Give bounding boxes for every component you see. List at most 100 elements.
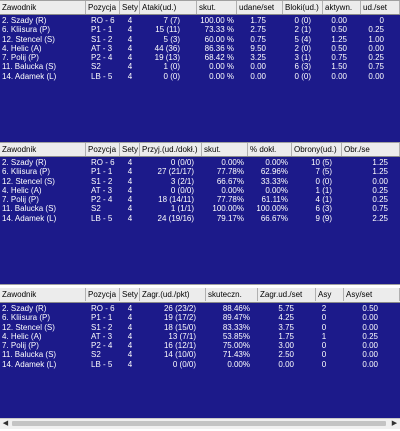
table-cell: 0.00 % [209,62,234,72]
table-row[interactable]: 14. Adamek (L) LB - 5 4 0 (0) 0.00 % 0.00 0 (0… [0,72,400,81]
col-header-blocks[interactable]: Bloki(ud.) [283,1,323,14]
table-cell: 0 (0) [294,71,311,81]
col-header-aces[interactable]: Asy [316,288,344,301]
table-cell: 3.00 [278,341,294,351]
table-cell: 14. Adamek (L) [2,213,57,223]
scroll-left-icon[interactable]: ◀ [2,420,9,427]
scrollbar-thumb[interactable] [12,421,386,426]
col-header-activity[interactable]: aktywn. [323,1,361,14]
table-cell: P1 - 1 [91,25,113,35]
table-cell: AT - 3 [91,331,113,341]
table-cell: P2 - 4 [91,341,113,351]
table-cell: 4 [127,359,133,369]
table-row[interactable]: 4. Helic (A) AT - 3 4 0 (0/0) 0.00% 0.00% 1 (1… [0,186,400,195]
col-header-aces-per-set[interactable]: Asy/set [344,288,400,301]
table-row[interactable]: 2. Szady (R) RO - 6 4 26 (23/2) 88.46% 5.75 2 0… [0,304,400,313]
table-row[interactable]: 4. Helic (A) AT - 3 4 44 (36) 86.36 % 9.50 2 (… [0,44,400,53]
col-header-success-per-set[interactable]: udane/set [237,1,283,14]
table-row[interactable]: 14. Adamek (L) LB - 5 4 24 (19/16) 79.17% 66.… [0,214,400,223]
col-header-player[interactable]: Zawodnik [0,288,86,301]
table-cell: 0.00 [362,359,378,369]
col-header-position[interactable]: Pozycja [86,1,120,14]
table-row[interactable]: 11. Balucka (S) S2 4 14 (10/0) 71.43% 2.50 0 0.… [0,350,400,359]
table-cell: 12. Stencel (S) [2,34,55,44]
table-cell: 3 (1) [294,53,311,63]
col-header-efficiency[interactable]: skuteczn. [206,288,258,301]
table-row[interactable]: 7. Polij (P) P2 - 4 4 18 (14/11) 77.78% 61.11… [0,195,400,204]
table-cell: 4. Helic (A) [2,331,42,341]
col-header-efficiency[interactable]: skut. [202,143,248,156]
table-row[interactable]: 14. Adamek (L) LB - 5 4 0 (0/0) 0.00% 0.00 0 0.… [0,360,400,369]
col-header-attacks[interactable]: Ataki(ud.) [140,1,197,14]
table-cell: 4 [127,313,133,323]
table-cell: 1 [321,331,327,341]
table-cell: 7. Polij (P) [2,53,39,63]
table-cell: 2 (1) [294,25,311,35]
table-cell: RO - 6 [91,304,115,313]
table-cell: 0.00 [362,322,378,332]
table-cell: 5 (3) [163,34,180,44]
table-cell: S2 [91,350,101,360]
col-header-efficiency[interactable]: skut. [197,1,237,14]
scroll-right-icon[interactable]: ▶ [391,420,398,427]
table-row[interactable]: 2. Szady (R) RO - 6 4 7 (7) 100.00 % 1.75 0 (0… [0,16,400,25]
table-cell: 0.00% [227,359,250,369]
table-cell: 19 (13) [154,53,180,63]
table-cell: 18 (15/0) [163,322,196,332]
table-cell: 0.75 [331,53,347,63]
table-row[interactable]: 12. Stencel (S) S1 - 2 4 18 (15/0) 83.33% 3.7… [0,323,400,332]
table-cell: 6 (3) [294,62,311,72]
col-header-reception[interactable]: Przyj.(ud./dokł.) [140,143,202,156]
col-header-player[interactable]: Zawodnik [0,143,86,156]
table-row[interactable]: 4. Helic (A) AT - 3 4 13 (7/1) 53.85% 1.75 1 0.… [0,332,400,341]
table-cell: 4 [127,322,133,332]
table-cell: 66.67% [260,213,288,223]
table-row[interactable]: 7. Polij (P) P2 - 4 4 19 (13) 68.42 % 3.25 3 (… [0,53,400,62]
table-cell: 0.25 [368,53,384,63]
col-header-blocks-per-set[interactable]: ud./set [361,1,400,14]
table-cell: 0.00 [278,359,294,369]
table-cell: 0 [321,341,327,351]
col-header-sets[interactable]: Sety [122,143,140,156]
table-row[interactable]: 11. Balucka (S) S2 4 1 (1/1) 100.00% 100.00% 6… [0,204,400,213]
col-header-serves[interactable]: Zagr.(ud./pkt) [140,288,206,301]
table-row[interactable]: 12. Stencel (S) S1 - 2 4 5 (3) 60.00 % 0.75 5 … [0,35,400,44]
col-header-sets[interactable]: Sety [122,288,140,301]
table-cell: 0.00 [368,71,384,81]
table-cell: 4 [127,204,133,214]
table-row[interactable]: 6. Kliisura (P) P1 - 1 4 27 (21/17) 77.78% 62… [0,167,400,176]
col-header-digs-per-set[interactable]: Obr./se [342,143,400,156]
table-row[interactable]: 7. Polij (P) P2 - 4 4 16 (12/1) 75.00% 3.00 0 0… [0,341,400,350]
horizontal-scrollbar[interactable]: ◀ ▶ [0,418,400,429]
col-header-accuracy[interactable]: % dokł. [248,143,292,156]
table-cell: 9 (9) [315,213,332,223]
table-cell: 4 [127,341,133,351]
col-header-serves-per-set[interactable]: Zagr.ud./set [258,288,316,301]
table-cell: 0 (0/0) [172,359,196,369]
col-header-sets[interactable]: Sety [122,1,140,14]
table-cell: 4 (1) [315,195,332,205]
table-cell: 79.17% [216,213,244,223]
table-cell: 7. Polij (P) [2,341,39,351]
table-cell: 60.00 % [204,34,234,44]
table-cell: 0 [321,322,327,332]
col-header-position[interactable]: Pozycja [86,288,120,301]
table-row[interactable]: 6. Kliisura (P) P1 - 1 4 19 (17/2) 89.47% 4.2… [0,313,400,322]
table-cell: 11. Balucka (S) [2,350,57,360]
table-cell: P1 - 1 [91,313,113,323]
table-row[interactable]: 11. Balucka (S) S2 4 1 (0) 0.00 % 0.00 6 (3) 1.… [0,62,400,71]
table-cell: 11. Balucka (S) [2,62,57,72]
table-row[interactable]: 2. Szady (R) RO - 6 4 0 (0/0) 0.00% 0.00% 10 (… [0,158,400,167]
col-header-position[interactable]: Pozycja [86,143,120,156]
table-cell: 3.75 [278,322,294,332]
table-cell: 4 [127,43,133,53]
table-body: 2. Szady (R) RO - 6 4 0 (0/0) 0.00% 0.00% 10 (… [0,157,400,285]
table-cell: 0 [379,16,384,25]
table-row[interactable]: 6. Kliisura (P) P1 - 1 4 15 (11) 73.33 % 2.75… [0,25,400,34]
table-row[interactable]: 12. Stencel (S) S1 - 2 4 3 (2/1) 66.67% 33.33… [0,177,400,186]
table-cell: 6. Kliisura (P) [2,25,51,35]
col-header-player[interactable]: Zawodnik [0,1,86,14]
table-cell: 4 [127,304,133,313]
col-header-digs[interactable]: Obrony(ud.) [292,143,342,156]
table-cell: 2.25 [372,213,388,223]
